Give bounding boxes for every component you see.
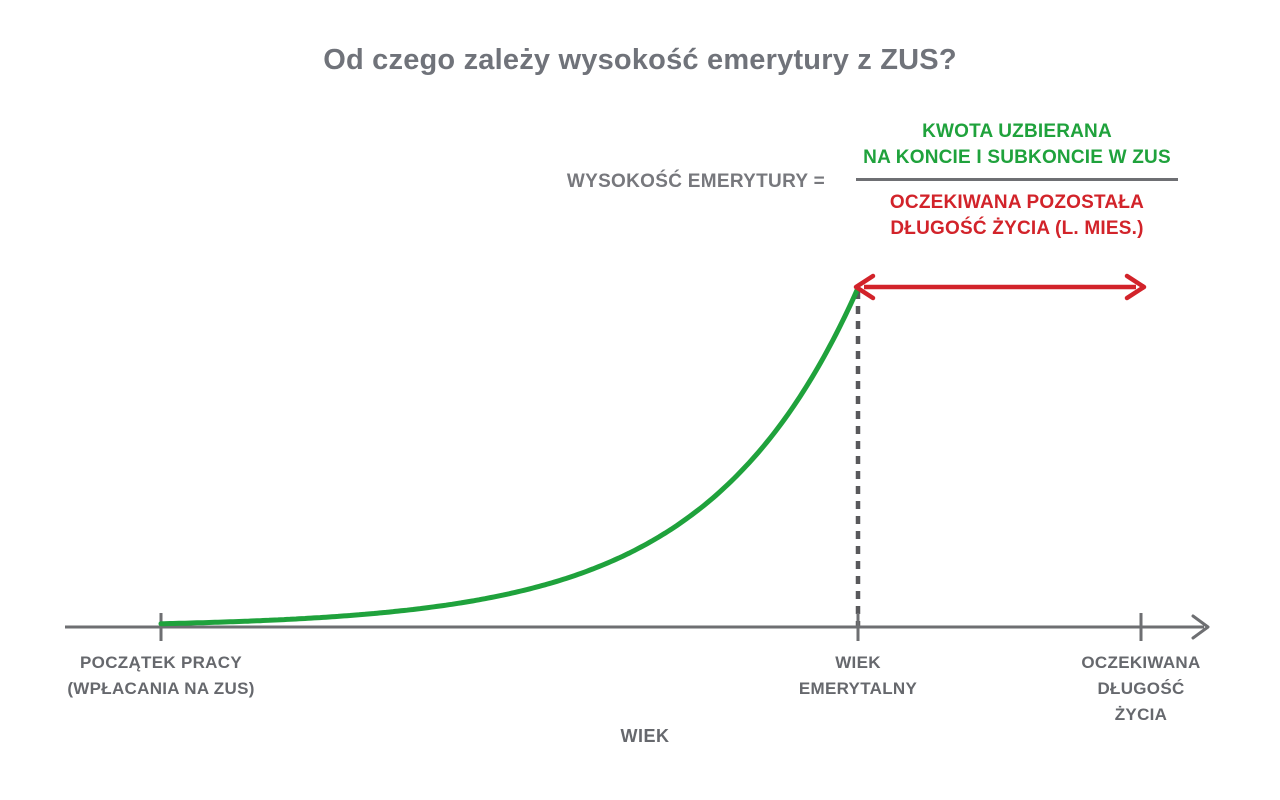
formula-fraction: KWOTA UZBIERANA NA KONCIE I SUBKONCIE W …: [856, 119, 1178, 242]
tick-label-line: DŁUGOŚĆ: [1097, 679, 1185, 698]
x-axis-arrowhead-icon: [1191, 614, 1210, 640]
tick-label-line: (WPŁACANIA NA ZUS): [67, 679, 255, 698]
page-title: Od czego zależy wysokość emerytury z ZUS…: [323, 44, 957, 76]
formula-denominator-line1: OCZEKIWANA POZOSTAŁA: [889, 192, 1145, 213]
tick-label-line: OCZEKIWANA: [1081, 653, 1201, 672]
tick-label-line: POCZĄTEK PRACY: [80, 653, 242, 672]
tick-label-retirement-age: WIEK EMERYTALNY: [698, 650, 1018, 702]
life-expectancy-arrow: [853, 273, 1147, 301]
tick-label-life-expectancy: OCZEKIWANA DŁUGOŚĆ ŻYCIA: [981, 650, 1280, 728]
tick-label-line: ŻYCIA: [1114, 705, 1168, 724]
tick-label-line: EMERYTALNY: [798, 679, 918, 698]
formula-numerator-line1: KWOTA UZBIERANA: [922, 121, 1112, 142]
formula-numerator-line2: NA KONCIE I SUBKONCIE W ZUS: [863, 147, 1171, 168]
formula-lhs-label: WYSOKOŚĆ EMERYTURY =: [566, 171, 825, 192]
tick-label-line: WIEK: [835, 653, 881, 672]
tick-label-work-start: POCZĄTEK PRACY (WPŁACANIA NA ZUS): [1, 650, 321, 702]
arrowhead-left-icon: [853, 273, 876, 301]
formula-numerator: KWOTA UZBIERANA NA KONCIE I SUBKONCIE W …: [856, 119, 1178, 171]
formula-denominator-line2: DŁUGOŚĆ ŻYCIA (L. MIES.): [890, 218, 1144, 239]
growth-curve: [158, 285, 861, 627]
fraction-bar: [856, 178, 1178, 181]
arrowhead-right-icon: [1124, 273, 1147, 301]
formula-denominator: OCZEKIWANA POZOSTAŁA DŁUGOŚĆ ŻYCIA (L. M…: [856, 190, 1178, 242]
x-axis-title: WIEK: [620, 726, 670, 746]
